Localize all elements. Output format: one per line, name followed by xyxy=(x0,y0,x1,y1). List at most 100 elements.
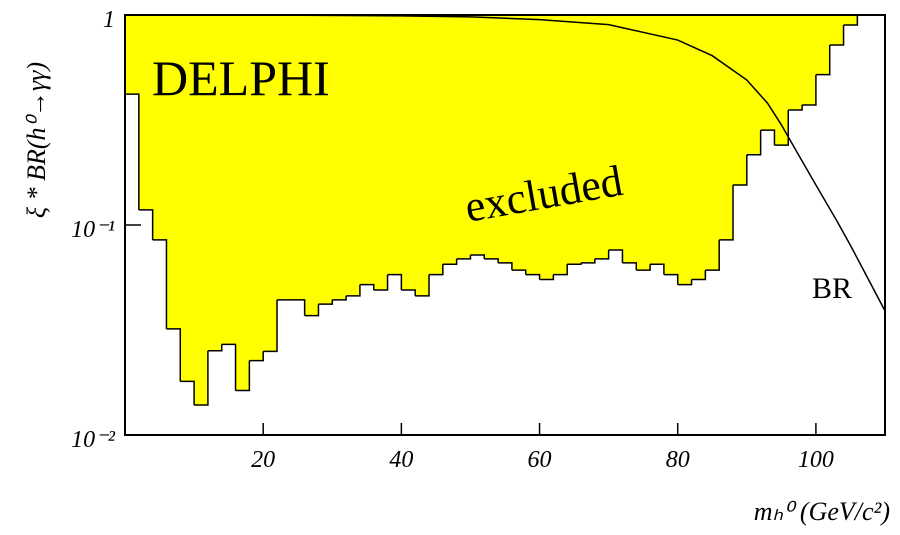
exclusion-boundary xyxy=(359,283,375,291)
excluded-bin xyxy=(429,15,444,275)
excluded-bin xyxy=(636,15,651,271)
x-tick-label: 60 xyxy=(528,447,552,473)
excluded-bin xyxy=(581,15,596,263)
excluded-bin xyxy=(498,15,513,263)
x-tick-label: 40 xyxy=(389,447,413,473)
exclusion-boundary xyxy=(415,274,430,297)
exclusion-boundary xyxy=(594,250,610,260)
exclusion-boundary xyxy=(263,299,278,353)
excluded-bin xyxy=(304,15,319,316)
exclusion-boundary xyxy=(318,299,334,305)
excluded-bin xyxy=(290,15,306,300)
excluded-bin xyxy=(318,15,333,305)
y-tick-label: 10⁻¹ xyxy=(71,217,115,243)
excluded-bin xyxy=(608,15,623,251)
exclusion-boundary xyxy=(539,274,555,281)
excluded-bin xyxy=(553,15,568,275)
excluded-bin xyxy=(221,15,237,345)
excluded-bin xyxy=(843,15,858,26)
excluded-bin xyxy=(539,15,554,280)
excluded-bin xyxy=(484,15,499,259)
exclusion-boundary xyxy=(636,264,651,271)
exclusion-boundary xyxy=(760,129,776,146)
y-tick-label: 1 xyxy=(103,7,115,33)
exclusion-boundary xyxy=(511,269,527,275)
legend-label: BR xyxy=(812,272,852,305)
exclusion-boundary xyxy=(663,273,679,285)
excluded-bin xyxy=(415,15,430,296)
exclusion-boundary xyxy=(705,239,720,271)
exclusion-boundary xyxy=(525,273,541,280)
excluded-bin xyxy=(249,15,264,361)
exclusion-boundary xyxy=(470,254,486,259)
excluded-bin xyxy=(677,15,693,285)
exclusion-boundary xyxy=(484,258,499,263)
excluded-bin xyxy=(359,15,375,285)
excluded-bin xyxy=(802,15,817,105)
exclusion-boundary xyxy=(691,270,707,281)
exclusion-boundary xyxy=(788,104,803,111)
exclusion-boundary xyxy=(152,239,168,329)
excluded-bin xyxy=(207,15,223,351)
excluded-bin xyxy=(456,15,471,259)
excluded-bin xyxy=(152,15,167,240)
excluded-bin xyxy=(622,15,637,263)
exclusion-boundary xyxy=(650,263,665,275)
exclusion-boundary xyxy=(608,249,624,263)
exclusion-boundary xyxy=(249,351,264,362)
exclusion-boundary xyxy=(221,343,237,391)
excluded-bin xyxy=(705,15,720,271)
exclusion-boundary xyxy=(815,44,831,76)
exclusion-boundary xyxy=(719,185,734,241)
exclusion-boundary xyxy=(622,262,638,271)
exclusion-boundary xyxy=(304,304,320,317)
excluded-bin xyxy=(525,15,541,275)
exclusion-boundary xyxy=(746,130,762,156)
excluded-bin xyxy=(373,15,389,291)
exclusion-boundary xyxy=(843,15,859,26)
exclusion-boundary xyxy=(373,274,389,291)
excluded-bin xyxy=(346,15,361,296)
exclusion-boundary xyxy=(235,360,251,392)
excluded-bin xyxy=(691,15,706,280)
exclusion-boundary xyxy=(442,258,458,266)
excluded-bin xyxy=(387,15,402,275)
exclusion-boundary xyxy=(581,258,596,264)
exclusion-boundary xyxy=(138,209,154,240)
excluded-bin xyxy=(180,15,195,382)
x-tick-label: 80 xyxy=(666,447,690,473)
excluded-bin xyxy=(194,15,209,405)
excluded-bin xyxy=(470,15,485,255)
x-tick-label: 100 xyxy=(798,447,834,473)
excluded-bin xyxy=(166,15,181,329)
exclusion-boundary xyxy=(733,154,748,186)
excluded-bin xyxy=(663,15,679,275)
excluded-bin xyxy=(511,15,527,271)
exclusion-boundary xyxy=(553,264,568,276)
excluded-bin xyxy=(774,15,789,146)
exclusion-boundary xyxy=(290,299,306,316)
excluded-bin xyxy=(567,15,582,265)
br-line xyxy=(263,14,886,312)
plot-area xyxy=(124,14,886,406)
exclusion-boundary xyxy=(677,279,693,286)
exclusion-boundary xyxy=(456,254,472,260)
exclusion-boundary xyxy=(387,273,403,291)
exclusion-boundary xyxy=(194,350,209,406)
exclusion-boundary xyxy=(829,25,845,46)
excluded-bin xyxy=(235,15,250,391)
exclusion-boundary xyxy=(180,380,195,405)
exclusion-boundary xyxy=(802,74,817,106)
excluded-bin xyxy=(594,15,610,259)
exclusion-boundary xyxy=(332,295,347,301)
excluded-bin xyxy=(332,15,347,300)
exclusion-boundary xyxy=(429,264,444,276)
exclusion-boundary xyxy=(498,262,513,271)
x-tick-label: 20 xyxy=(251,447,275,473)
excluded-bin xyxy=(442,15,458,265)
excluded-bin xyxy=(815,15,831,75)
excluded-bin xyxy=(263,15,278,352)
y-tick-label: 10⁻² xyxy=(71,427,116,453)
exclusion-boundary xyxy=(346,284,361,297)
